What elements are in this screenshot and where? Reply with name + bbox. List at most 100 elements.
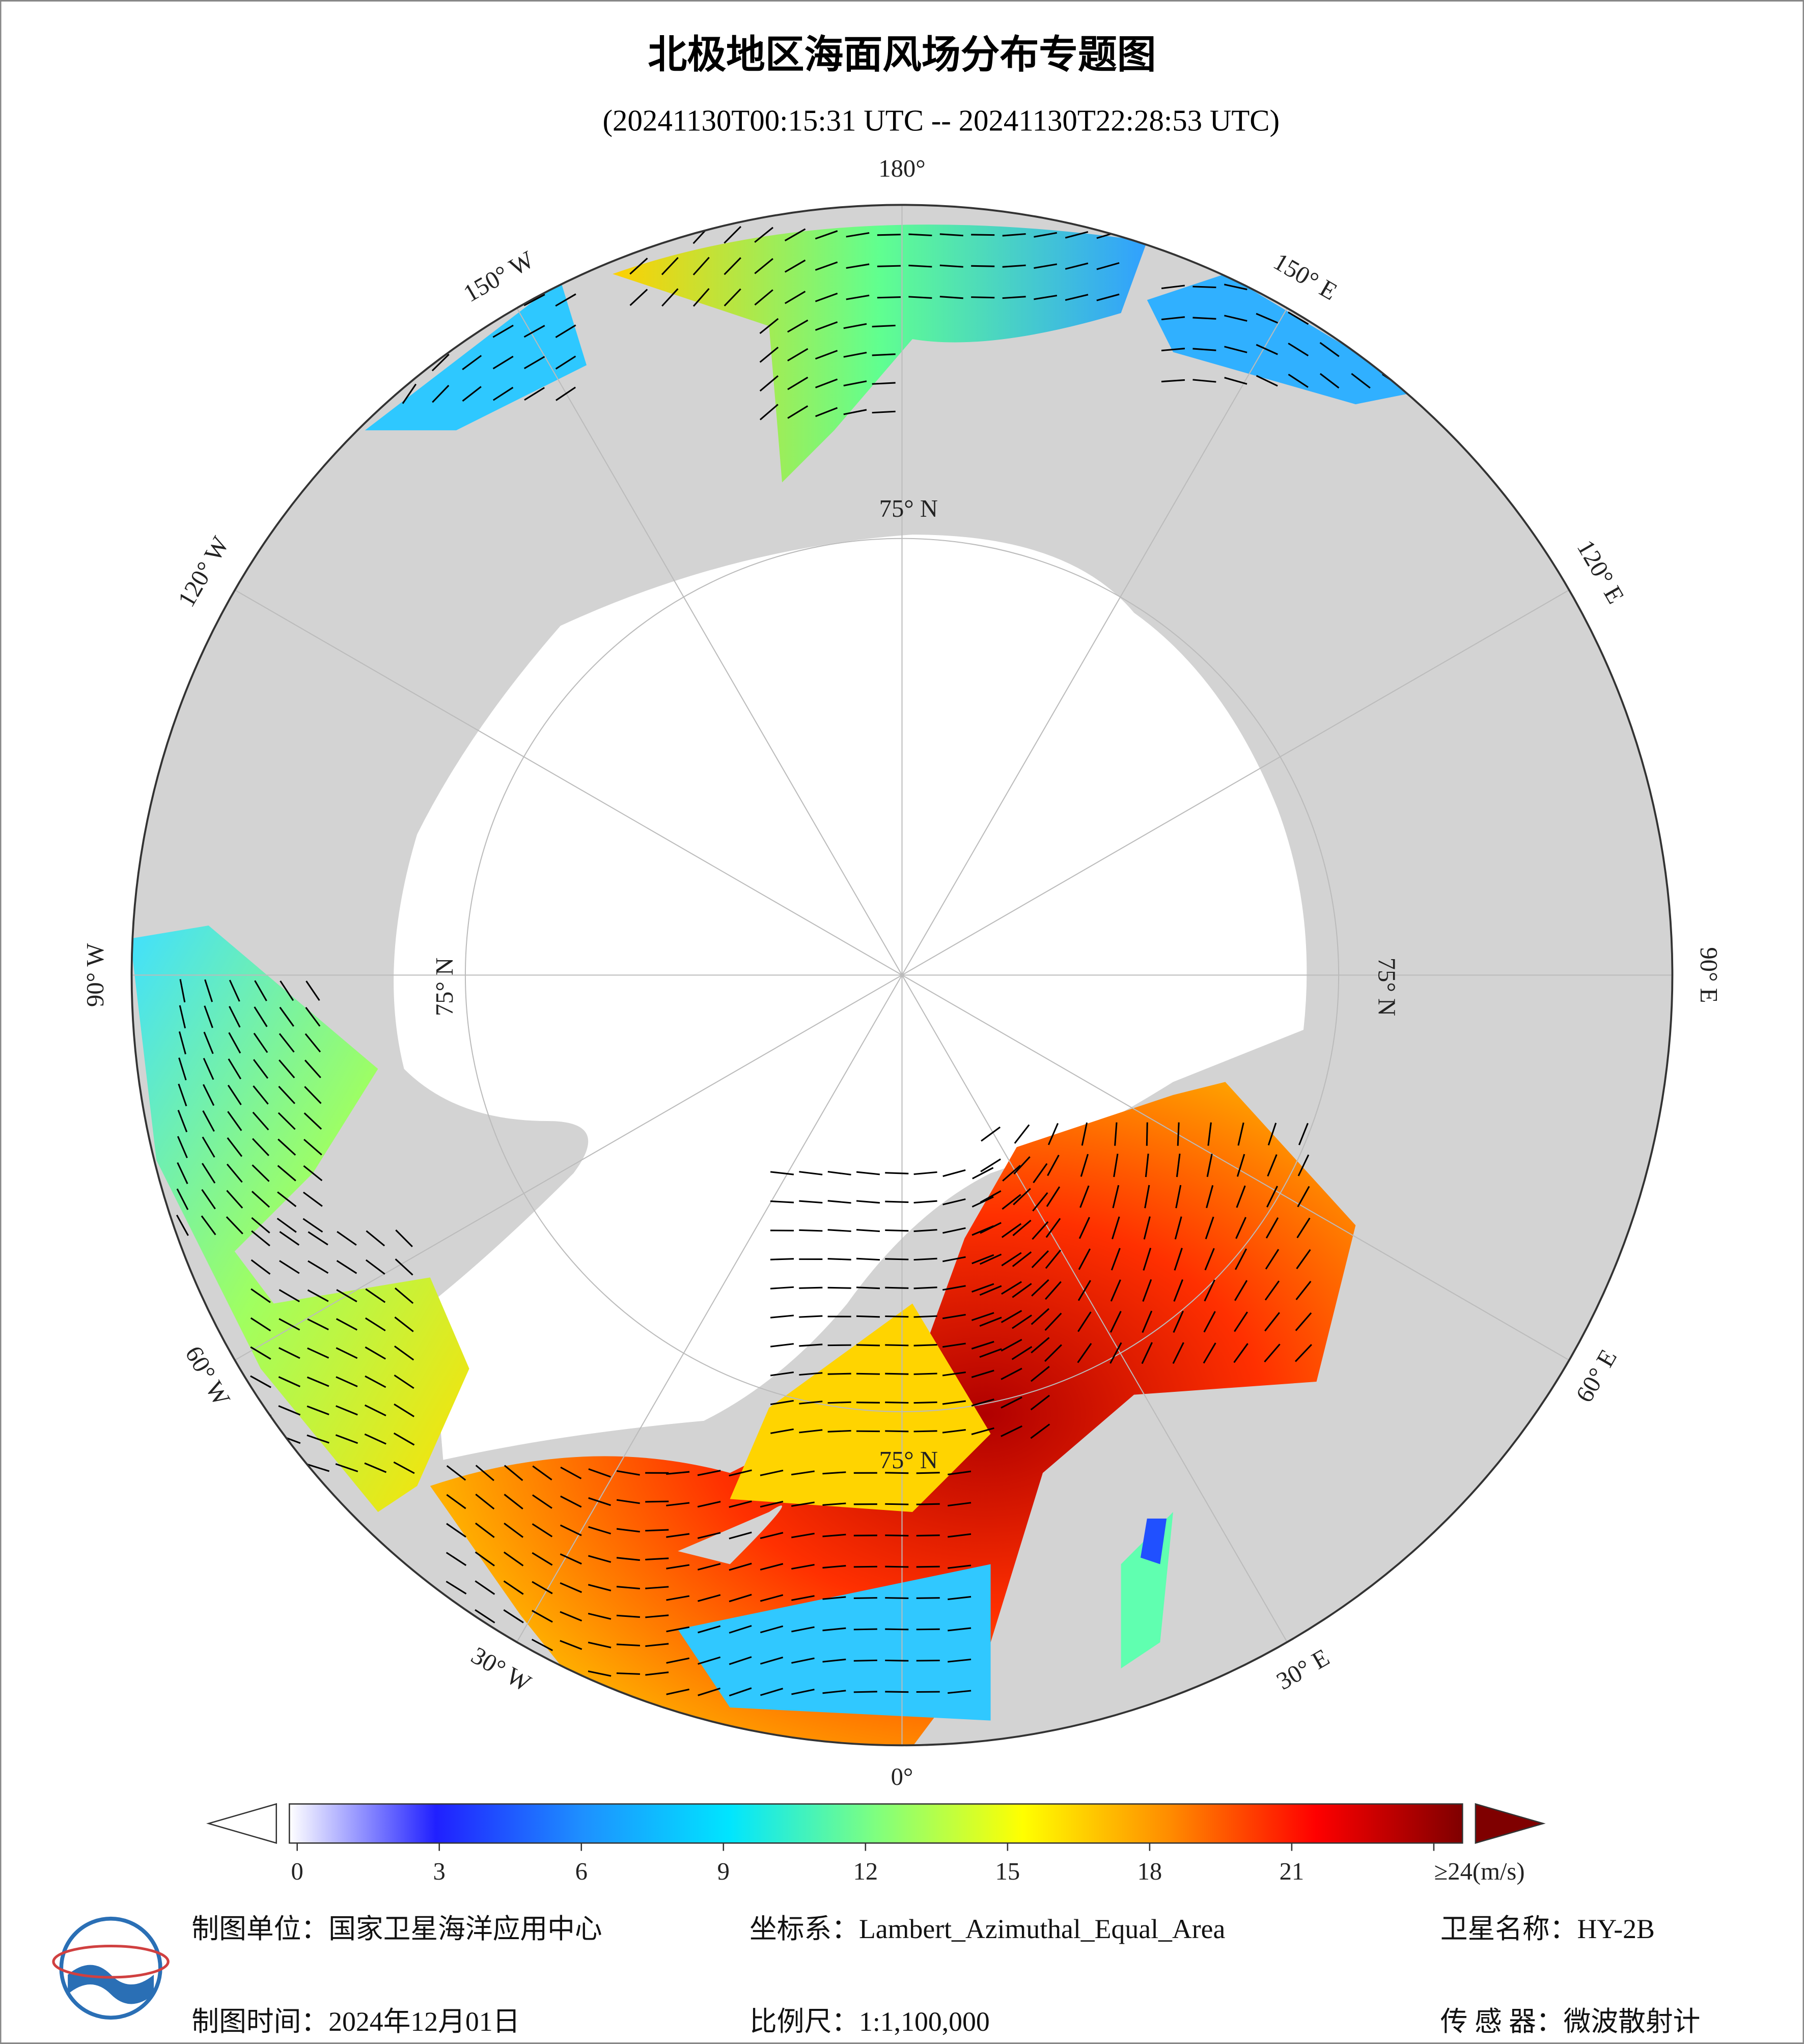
wind-arrow: [846, 232, 870, 238]
wind-arrow: [697, 1470, 721, 1476]
wind-arrow: [666, 1595, 690, 1601]
wind-arrow: [698, 1594, 721, 1602]
wind-arrow: [1141, 1342, 1153, 1364]
wind-arrow: [1207, 1122, 1212, 1146]
wind-arrow: [666, 1564, 690, 1570]
wind-arrow: [972, 1283, 994, 1293]
wind-arrow: [336, 1260, 357, 1274]
wind-arrow: [629, 289, 648, 306]
wind-arrow: [1001, 1252, 1022, 1267]
wind-arrow: [365, 1346, 386, 1360]
footer-scale: 比例尺：1:1,100,000: [750, 2006, 990, 2037]
wind-arrow: [1002, 264, 1026, 268]
wind-arrow: [645, 1529, 669, 1532]
wind-arrow: [253, 1032, 268, 1053]
wind-arrow: [815, 407, 838, 417]
wind-arrow: [1234, 1280, 1248, 1301]
wind-arrow: [666, 1657, 690, 1664]
wind-arrow: [791, 1626, 815, 1633]
wind-arrow: [645, 1557, 669, 1561]
wind-arrow: [202, 1110, 215, 1132]
wind-arrow: [799, 1343, 823, 1347]
wind-arrow: [1047, 1123, 1059, 1145]
wind-arrow: [1001, 1425, 1022, 1437]
wind-arrow: [885, 1430, 909, 1433]
wind-arrow: [1295, 1343, 1312, 1362]
colorbar-tick-label: 9: [717, 1858, 730, 1885]
wind-arrow: [1143, 1216, 1151, 1240]
wind-arrow: [475, 1609, 495, 1623]
wind-arrow: [729, 1593, 752, 1603]
wind-arrow: [1161, 379, 1185, 383]
wind-bering: [613, 225, 1147, 483]
wind-arrow: [250, 1317, 271, 1332]
wind-arrow: [178, 1083, 187, 1107]
wind-arrow: [629, 258, 648, 275]
wind-arrow: [948, 1533, 972, 1538]
wind-arrow: [303, 1165, 323, 1182]
wind-arrow: [885, 1597, 909, 1599]
wind-arrow: [278, 1085, 296, 1104]
wind-arrow: [913, 1315, 937, 1318]
wind-arrow: [1298, 1123, 1309, 1145]
wind-arrow: [278, 1347, 300, 1359]
wind-arrow: [178, 1057, 187, 1081]
wind-arrow: [503, 1580, 524, 1595]
title: 北极地区海面风场分布专题图: [648, 33, 1156, 78]
wind-arrow: [843, 409, 867, 415]
wind-arrow: [532, 1581, 553, 1594]
footer-unit: 制图单位：国家卫星海洋应用中心: [191, 1914, 602, 1944]
wind-arrow: [616, 1499, 640, 1504]
wind-arrow: [729, 1562, 752, 1571]
wind-arrow: [308, 1260, 329, 1274]
wind-arrow: [304, 1033, 321, 1053]
wind-arrow: [1030, 1423, 1050, 1439]
wind-arrow: [759, 404, 779, 421]
wind-arrow: [913, 1401, 937, 1404]
wind-arrow: [1045, 1249, 1062, 1269]
wind-arrow: [754, 289, 773, 306]
wind-arrow: [1031, 1308, 1050, 1325]
wind-arrow: [942, 1371, 966, 1377]
meridian: [901, 974, 1288, 1643]
wind-arrow: [724, 226, 742, 244]
wind-arrow: [560, 1582, 582, 1593]
wind-arrow: [446, 1552, 467, 1566]
wind-arrow: [556, 386, 576, 401]
wind-arrow: [885, 1286, 909, 1289]
wind-arrow: [1176, 1154, 1181, 1178]
wind-arrow: [853, 1565, 877, 1568]
wind-arrow: [1002, 233, 1026, 237]
wind-arrow: [939, 295, 963, 299]
meridian: [901, 974, 1570, 1361]
wind-arrow: [815, 378, 838, 388]
wind-arrow: [916, 1534, 940, 1537]
wind-arrow: [1078, 1248, 1091, 1270]
wind-arrow: [251, 1259, 271, 1275]
wind-arrow: [1032, 1221, 1049, 1240]
wind-arrow: [1096, 293, 1120, 301]
wind-arrow: [843, 323, 867, 329]
wind-arrow: [760, 1563, 784, 1571]
wind-arrow: [729, 1656, 752, 1665]
wind-arrow: [1173, 1279, 1184, 1302]
wind-arrow: [305, 1006, 321, 1027]
wind-arrow: [979, 1348, 1002, 1358]
wind-arrow: [1192, 286, 1216, 289]
wind-arrow: [201, 1215, 216, 1236]
wind-arrow: [856, 1286, 880, 1290]
wind-arrow: [913, 1257, 937, 1261]
wind-arrow: [492, 386, 514, 401]
wind-arrow: [853, 1659, 877, 1662]
wind-arrow: [307, 1434, 329, 1444]
wind-arrow: [799, 1315, 823, 1318]
wind-arrow: [1143, 1247, 1152, 1271]
wind-arrow: [1044, 1312, 1062, 1331]
meridian: [516, 307, 903, 975]
wind-arrow: [254, 1006, 268, 1027]
wind-arrow: [729, 1687, 752, 1697]
wind-arrow: [913, 1171, 937, 1175]
wind-arrow: [729, 1531, 752, 1539]
colorbar-tick-label: 3: [433, 1858, 446, 1885]
wind-arrow: [759, 318, 779, 334]
